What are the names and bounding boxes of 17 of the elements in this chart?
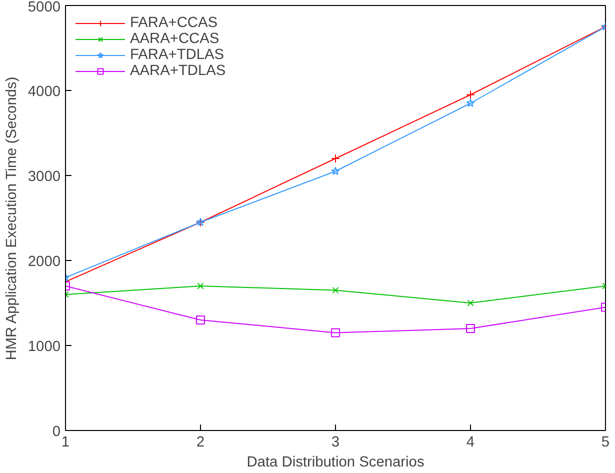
y-tick-label: 2000 [28, 254, 61, 270]
legend-label: AARA+CCAS [130, 31, 220, 47]
x-tick-label: 3 [331, 434, 340, 450]
y-tick-label: 0 [52, 424, 61, 440]
legend-label: AARA+TDLAS [130, 63, 226, 79]
x-axis-title: Data Distribution Scenarios [246, 454, 424, 470]
legend-label: FARA+CCAS [130, 15, 218, 31]
x-tick-label: 2 [196, 434, 205, 450]
y-axis-title: HMR Application Execution Time (Seconds) [4, 76, 20, 360]
x-tick-label: 4 [466, 434, 475, 450]
y-tick-label: 1000 [28, 339, 61, 355]
legend-label: FARA+TDLAS [130, 47, 224, 63]
x-tick-label: 1 [61, 434, 70, 450]
y-tick-label: 4000 [28, 84, 61, 100]
y-tick-label: 3000 [28, 169, 61, 185]
x-tick-label: 5 [601, 434, 610, 450]
y-tick-label: 5000 [28, 0, 61, 16]
